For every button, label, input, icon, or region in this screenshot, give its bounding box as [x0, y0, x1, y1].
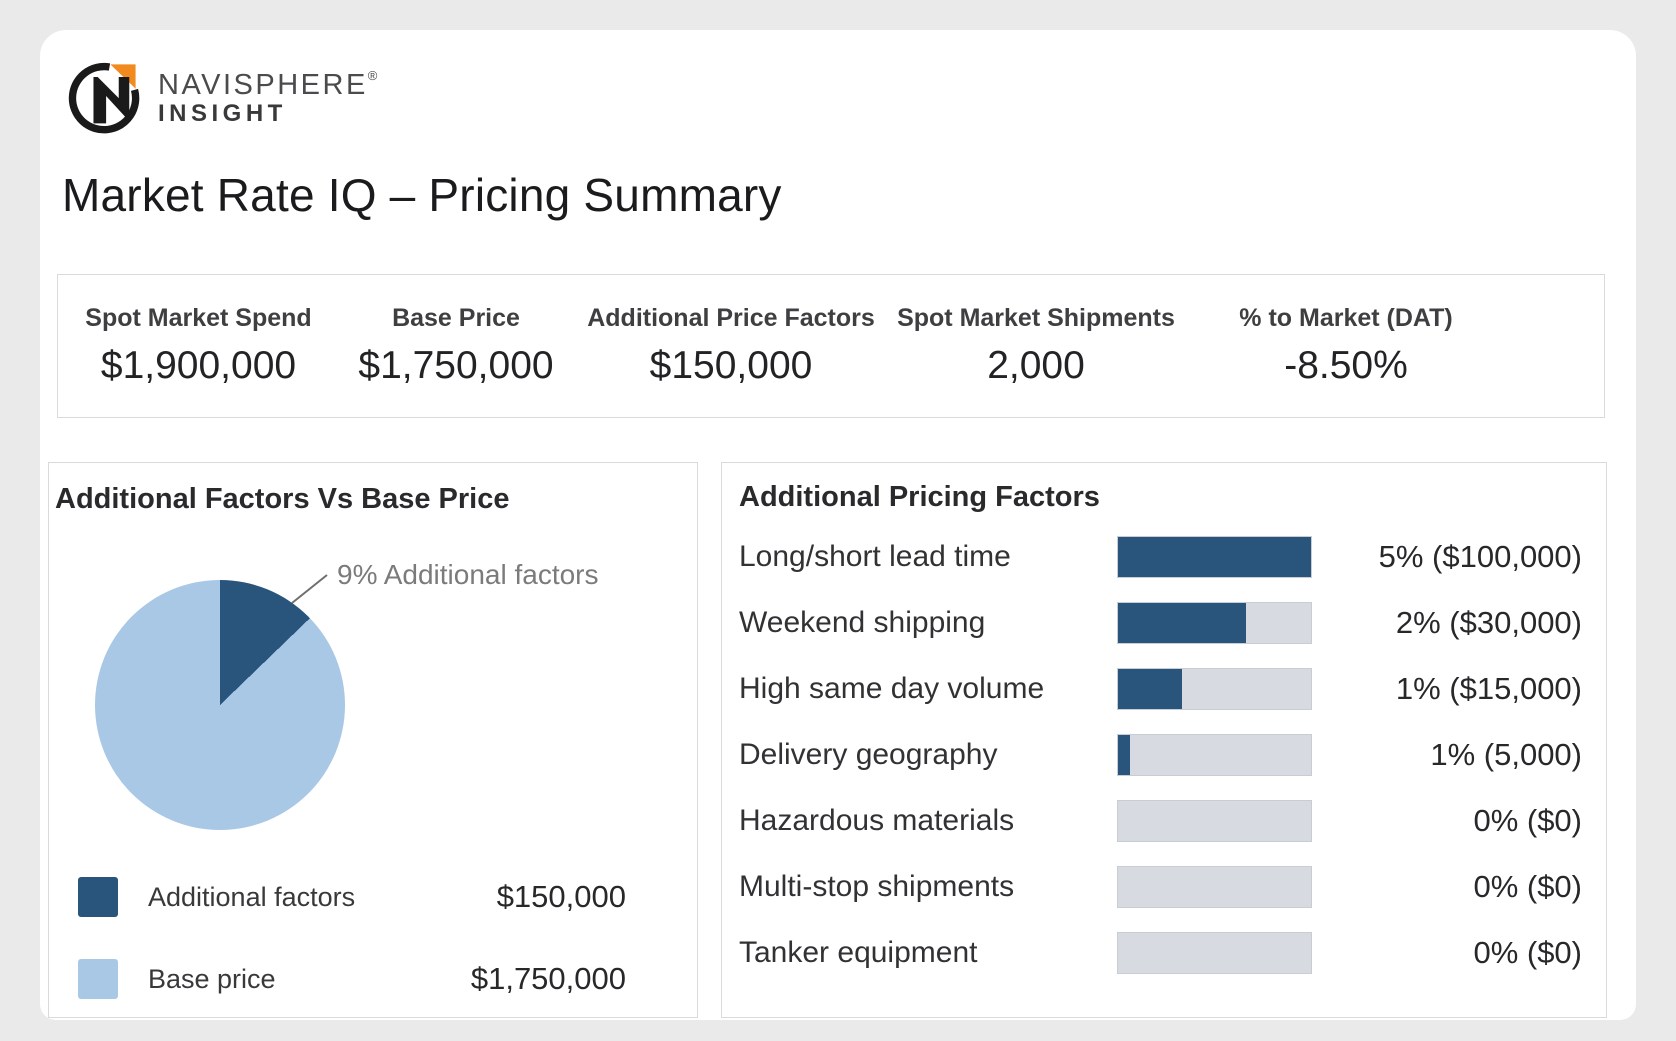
brand-name: NAVISPHERE® — [158, 67, 378, 101]
bar-row-label: Delivery geography — [739, 738, 998, 771]
bar-row-label: High same day volume — [739, 672, 1045, 705]
kpi-value: $150,000 — [649, 344, 813, 387]
legend-label: Additional factors — [148, 881, 356, 912]
bar-row-hazardous-materials: Hazardous materials 0% ($0) — [739, 800, 1582, 842]
kpi-value: -8.50% — [1284, 344, 1408, 387]
kpi-value: $1,750,000 — [358, 344, 554, 387]
bar-fill — [1118, 735, 1130, 775]
bar-row-value: 5% ($100,000) — [1378, 539, 1582, 574]
kpi-label: % to Market (DAT) — [1239, 304, 1453, 332]
bar-fill — [1118, 537, 1311, 577]
kpi-spot-market-shipments: Spot Market Shipments 2,000 — [876, 304, 1196, 388]
bar-row-label: Long/short lead time — [739, 540, 1011, 573]
bar-row-value: 1% ($15,000) — [1395, 671, 1582, 706]
bar-row-weekend-shipping: Weekend shipping 2% ($30,000) — [739, 602, 1582, 644]
kpi-additional-price-factors: Additional Price Factors $150,000 — [586, 304, 876, 388]
bar-row-label: Hazardous materials — [739, 804, 1015, 837]
kpi-strip: Spot Market Spend $1,900,000 Base Price … — [57, 274, 1605, 418]
legend-swatch-navy — [78, 877, 118, 917]
kpi-label: Base Price — [392, 304, 520, 332]
bar-row-value: 0% ($0) — [1473, 803, 1582, 838]
bar-track — [1117, 602, 1312, 644]
kpi-label: Additional Price Factors — [587, 304, 875, 332]
kpi-spot-market-spend: Spot Market Spend $1,900,000 — [71, 304, 326, 388]
kpi-label: Spot Market Spend — [85, 304, 312, 332]
bar-row-value: 0% ($0) — [1473, 935, 1582, 970]
pie-chart-title: Additional Factors Vs Base Price — [55, 483, 510, 515]
legend-swatch-light-blue — [78, 959, 118, 999]
dashboard-card: NAVISPHERE® INSIGHT Market Rate IQ – Pri… — [40, 30, 1636, 1020]
kpi-value: $1,900,000 — [100, 344, 297, 387]
brand-text: NAVISPHERE® INSIGHT — [158, 69, 377, 128]
bar-track — [1117, 800, 1312, 842]
bar-row-label: Multi-stop shipments — [739, 870, 1015, 903]
bar-row-long-short-lead-time: Long/short lead time 5% ($100,000) — [739, 536, 1582, 578]
kpi-value: 2,000 — [987, 344, 1085, 387]
pie-chart-panel: Additional Factors Vs Base Price 9% Addi… — [48, 462, 698, 1018]
bar-row-label: Weekend shipping — [739, 606, 986, 639]
bar-track — [1117, 668, 1312, 710]
bar-track — [1117, 734, 1312, 776]
legend-label: Base price — [148, 963, 276, 994]
bar-row-delivery-geography: Delivery geography 1% (5,000) — [739, 734, 1582, 776]
page-title: Market Rate IQ – Pricing Summary — [62, 169, 782, 221]
bar-chart-panel: Additional Pricing Factors Long/short le… — [721, 462, 1607, 1018]
bar-row-value: 2% ($30,000) — [1395, 605, 1582, 640]
bar-row-tanker-equipment: Tanker equipment 0% ($0) — [739, 932, 1582, 974]
legend-item-additional-factors: Additional factors $150,000 — [78, 877, 626, 917]
pie-annotation: 9% Additional factors — [337, 559, 599, 590]
bar-chart-title: Additional Pricing Factors — [739, 481, 1100, 513]
bar-row-label: Tanker equipment — [739, 936, 978, 969]
bar-row-high-same-day-volume: High same day volume 1% ($15,000) — [739, 668, 1582, 710]
bar-track — [1117, 932, 1312, 974]
bar-fill — [1118, 603, 1247, 643]
legend-value: $1,750,000 — [470, 961, 626, 996]
bar-track — [1117, 866, 1312, 908]
kpi-base-price: Base Price $1,750,000 — [326, 304, 586, 388]
pie-chart — [95, 580, 345, 830]
registered-mark: ® — [367, 67, 378, 83]
kpi-label: Spot Market Shipments — [897, 304, 1175, 332]
bar-row-value: 0% ($0) — [1473, 869, 1582, 904]
navisphere-logo-icon — [64, 56, 144, 141]
kpi-percent-to-market: % to Market (DAT) -8.50% — [1196, 304, 1496, 388]
bar-track — [1117, 536, 1312, 578]
legend-value: $150,000 — [496, 879, 626, 914]
bar-row-multi-stop-shipments: Multi-stop shipments 0% ($0) — [739, 866, 1582, 908]
legend-item-base-price: Base price $1,750,000 — [78, 959, 626, 999]
navisphere-logo: NAVISPHERE® INSIGHT — [64, 56, 377, 141]
brand-subtitle: INSIGHT — [158, 100, 287, 128]
bar-fill — [1118, 669, 1182, 709]
bar-row-value: 1% (5,000) — [1430, 737, 1582, 772]
